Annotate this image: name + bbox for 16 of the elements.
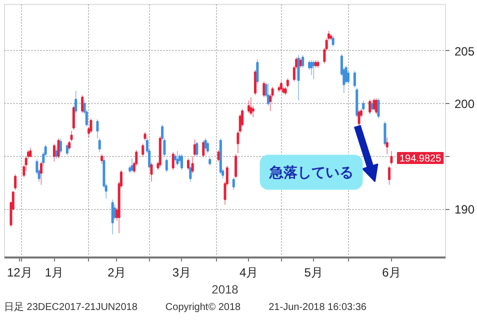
text: 日足 23DEC2017-21JUN2018 <box>4 302 138 313</box>
x-tick-label: 2月 <box>108 266 126 280</box>
x-tick-label: 12月 <box>6 266 32 280</box>
annotation: 急落している <box>268 164 354 180</box>
x-tick-label: 4月 <box>239 266 258 280</box>
x-tick-label: 6月 <box>382 266 401 280</box>
y-tick-label: 190 <box>454 202 475 217</box>
y-tick-label: 200 <box>454 97 475 112</box>
text: Copyright© 2018 <box>165 302 241 313</box>
x-tick-label: 5月 <box>304 266 323 280</box>
text: 21-Jun-2018 16:03:36 <box>268 302 366 313</box>
x-tick-label: 3月 <box>172 266 192 280</box>
x-tick-label: 1月 <box>44 266 64 280</box>
annotation: 194.9825 <box>399 153 442 164</box>
y-tick-label: 205 <box>454 44 475 58</box>
x-axis-title: 2018 <box>212 282 239 296</box>
